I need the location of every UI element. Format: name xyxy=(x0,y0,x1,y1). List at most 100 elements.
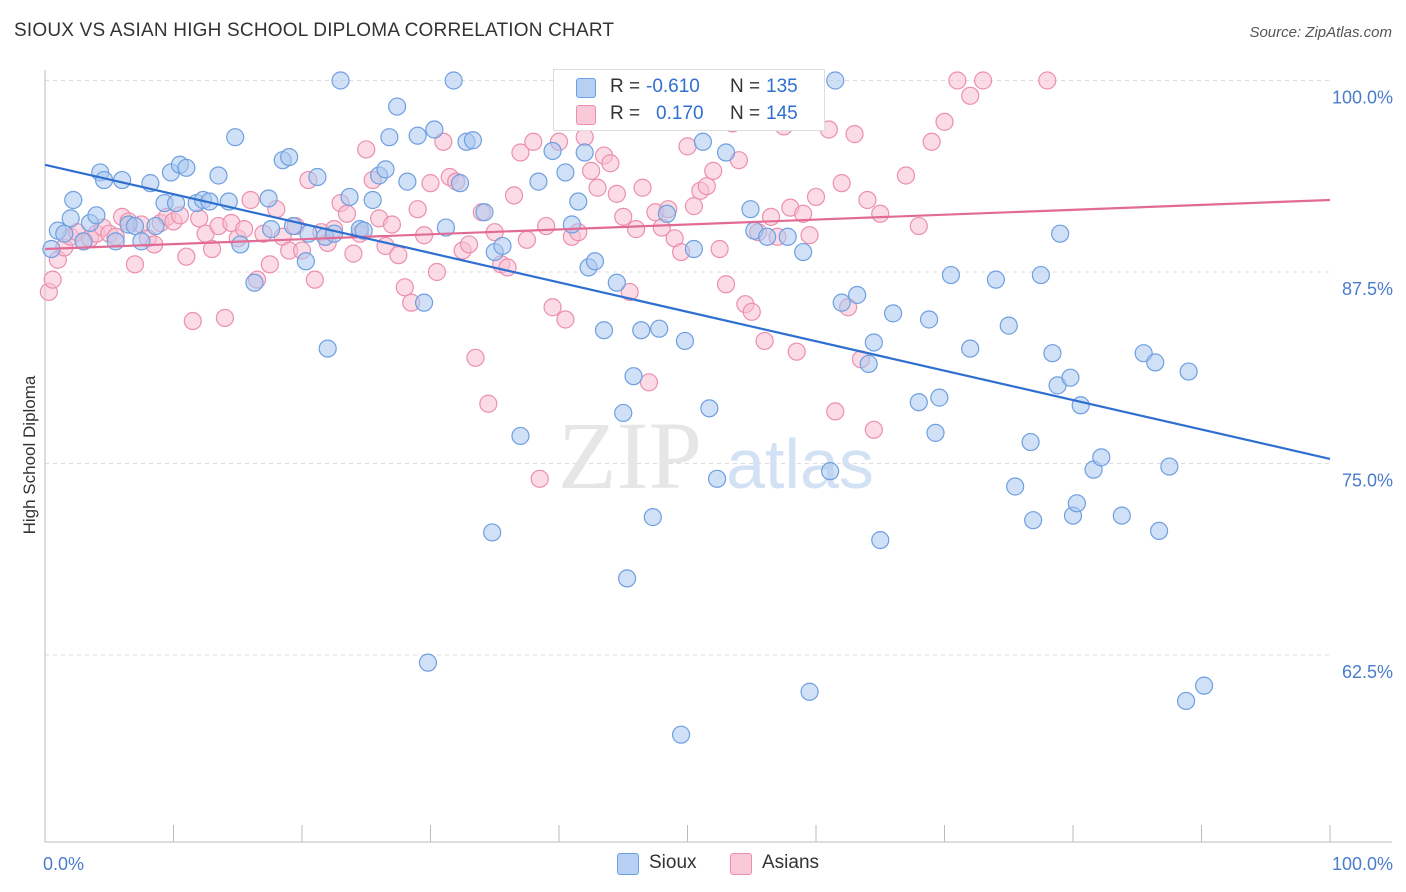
sioux-point xyxy=(1067,494,1086,513)
asians-point xyxy=(794,204,813,223)
legend-r-label: R = xyxy=(610,103,641,124)
sioux-point xyxy=(387,97,407,116)
asians-point xyxy=(826,402,845,421)
sioux-point xyxy=(624,367,643,386)
sioux-point xyxy=(575,143,594,162)
asians-point xyxy=(639,373,659,392)
sioux-point xyxy=(1160,457,1179,476)
sioux-point xyxy=(1006,477,1025,496)
asians-point xyxy=(806,187,826,207)
sioux-point xyxy=(614,403,633,423)
sioux-point xyxy=(594,321,614,340)
sioux-point xyxy=(569,192,588,211)
sioux-point xyxy=(864,333,883,352)
sioux-point xyxy=(177,158,196,177)
sioux-point xyxy=(832,293,851,312)
asians-point xyxy=(973,71,993,90)
sioux-point xyxy=(778,227,797,246)
asians-point xyxy=(479,394,498,413)
sioux-point xyxy=(741,200,760,219)
sioux-point xyxy=(280,148,299,167)
asians-point xyxy=(466,348,485,367)
asians-point xyxy=(337,204,357,223)
sioux-point xyxy=(340,187,359,207)
sioux-point xyxy=(1061,368,1080,387)
sioux-point xyxy=(930,388,949,407)
asians-point xyxy=(704,161,723,180)
asians-point xyxy=(43,270,62,289)
asians-point xyxy=(524,132,543,151)
sioux-point xyxy=(999,316,1018,335)
sioux-point xyxy=(871,530,890,550)
asians-legend-label: Asians xyxy=(762,852,820,873)
sioux-point xyxy=(483,523,502,542)
axes xyxy=(44,70,1392,843)
sioux-points xyxy=(42,71,1214,744)
sioux-point xyxy=(1176,691,1196,711)
sioux-point xyxy=(425,120,444,139)
asians-point xyxy=(427,262,447,282)
asians-point xyxy=(537,216,556,236)
sioux-point xyxy=(245,273,264,292)
x-tick-label: 100.0% xyxy=(1332,854,1393,874)
asians-point xyxy=(260,255,279,274)
source-note: Source: ZipAtlas.com xyxy=(1249,24,1392,41)
sioux-point xyxy=(376,160,395,179)
sioux-point xyxy=(919,310,939,329)
asians-point xyxy=(948,71,967,90)
sioux-legend-swatch xyxy=(617,853,639,875)
asians-point xyxy=(190,209,209,228)
asians-point xyxy=(684,197,704,216)
sioux-point xyxy=(675,331,695,351)
sioux-point xyxy=(941,265,961,285)
asians-point xyxy=(922,132,941,151)
asians-swatch xyxy=(576,105,596,125)
sioux-point xyxy=(511,426,530,446)
sioux-point xyxy=(380,128,399,147)
asians-point xyxy=(382,215,402,234)
asians-point xyxy=(864,420,883,439)
asians-legend-swatch xyxy=(730,853,752,875)
sioux-point xyxy=(226,128,245,147)
sioux-point xyxy=(800,682,819,701)
asians-point xyxy=(357,140,376,159)
sioux-point xyxy=(826,71,845,90)
sioux-point xyxy=(475,203,494,222)
asians-point xyxy=(183,311,202,331)
sioux-point xyxy=(716,143,736,162)
sioux-point xyxy=(986,270,1006,289)
asians-point xyxy=(697,177,716,196)
asians-point xyxy=(761,207,781,226)
sioux-point xyxy=(1194,676,1214,695)
sioux-point xyxy=(1031,265,1050,285)
sioux-point xyxy=(1112,506,1131,525)
asians-point xyxy=(241,190,260,210)
x-tick-label: 0.0% xyxy=(43,854,84,874)
asians-point xyxy=(511,143,530,162)
sioux-point xyxy=(1021,432,1040,452)
asians-point xyxy=(871,204,890,223)
sioux-point xyxy=(632,321,651,340)
asians-point xyxy=(614,207,633,226)
sioux-point xyxy=(55,224,74,243)
stats-legend: R = -0.610 N = 135 R = 0.170 N = 145 xyxy=(553,69,825,131)
sioux-point xyxy=(125,216,145,236)
sioux-point xyxy=(1092,448,1111,467)
sioux-point xyxy=(493,236,512,256)
sioux-point xyxy=(650,319,669,338)
sioux-point xyxy=(1149,521,1169,541)
sioux-point xyxy=(262,220,281,239)
sioux-point xyxy=(74,232,93,251)
sioux-point xyxy=(1051,224,1070,243)
asians-point xyxy=(202,239,222,259)
sioux-point xyxy=(961,339,980,358)
asians-point xyxy=(588,178,607,197)
sioux-point xyxy=(259,189,278,208)
sioux-point xyxy=(231,235,250,254)
asians-point xyxy=(408,200,427,219)
asians-point xyxy=(845,125,864,144)
sioux-point xyxy=(859,354,878,374)
sioux-point xyxy=(1179,362,1198,381)
sioux-point xyxy=(909,393,928,412)
trend-lines xyxy=(44,163,1331,460)
